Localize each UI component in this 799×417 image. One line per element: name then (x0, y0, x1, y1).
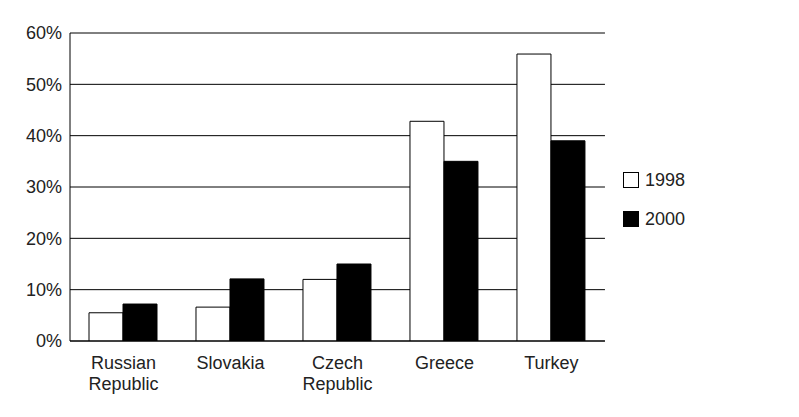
svg-text:Turkey: Turkey (524, 353, 578, 373)
svg-text:10%: 10% (26, 280, 62, 300)
svg-text:0%: 0% (36, 331, 62, 351)
svg-text:RussianRepublic: RussianRepublic (88, 353, 158, 394)
svg-text:CzechRepublic: CzechRepublic (302, 353, 372, 394)
svg-text:40%: 40% (26, 126, 62, 146)
svg-text:20%: 20% (26, 229, 62, 249)
svg-text:Slovakia: Slovakia (196, 353, 265, 373)
svg-text:Greece: Greece (415, 353, 474, 373)
svg-text:50%: 50% (26, 75, 62, 95)
html-text:2000: 2000 (645, 208, 685, 229)
svg-text:60%: 60% (26, 23, 62, 43)
html-text:1998: 1998 (645, 169, 685, 190)
svg-text:30%: 30% (26, 177, 62, 197)
